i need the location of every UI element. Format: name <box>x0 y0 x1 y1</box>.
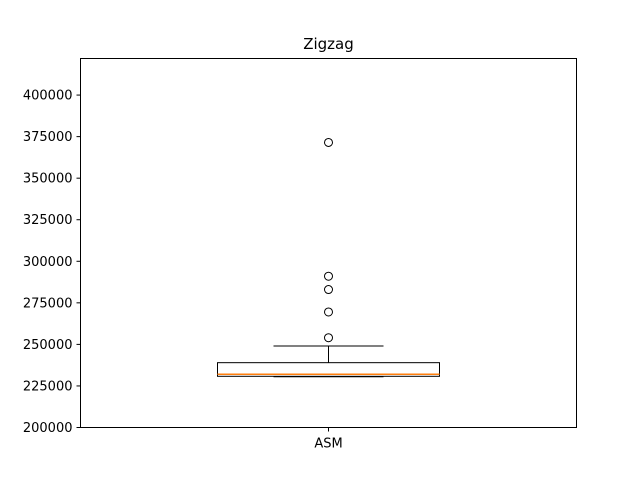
x-axis: ASM <box>314 427 343 452</box>
y-tick-label: 225000 <box>23 379 73 394</box>
outlier-point <box>324 137 333 147</box>
y-tick-label: 400000 <box>23 89 73 104</box>
outlier-point <box>324 333 333 343</box>
y-tick-label: 200000 <box>23 421 73 436</box>
chart-title: Zigzag <box>303 35 354 53</box>
box <box>217 362 440 377</box>
outlier-point <box>324 285 333 295</box>
x-tick-label: ASM <box>314 437 342 452</box>
y-tick-label: 250000 <box>23 338 73 353</box>
y-tick-label: 300000 <box>23 255 73 270</box>
y-tick-label: 325000 <box>23 213 73 228</box>
axes-frame <box>80 58 577 428</box>
y-tick-label: 275000 <box>23 296 73 311</box>
y-tick-label: 350000 <box>23 172 73 187</box>
outlier-point <box>324 271 333 281</box>
y-axis: 200000 225000 250000 275000 300000 325000 3500… <box>23 89 81 436</box>
y-tick-label: 375000 <box>23 130 73 145</box>
plot-area <box>217 137 440 378</box>
outlier-point <box>324 307 333 317</box>
